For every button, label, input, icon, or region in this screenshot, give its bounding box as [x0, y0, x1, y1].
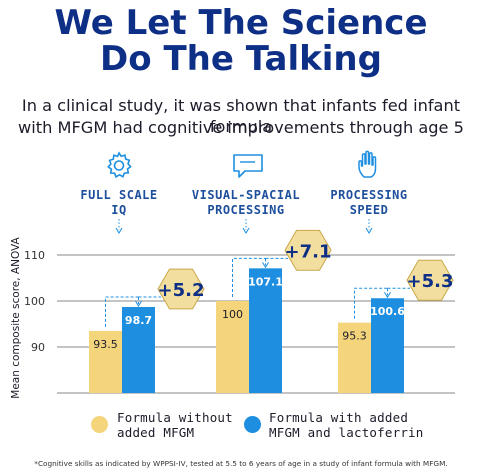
- data-label-without-mfgm: 100: [222, 308, 243, 321]
- difference-arrow: [262, 262, 269, 269]
- difference-badge: [406, 259, 454, 301]
- data-label-with-mfgm: 98.7: [125, 314, 152, 327]
- bar-without-mfgm: [338, 322, 371, 393]
- difference-bracket: [354, 287, 388, 319]
- category-arrow: [365, 227, 373, 234]
- legend-swatch-with-mfgm: [244, 416, 261, 433]
- legend-swatch-without-mfgm: [91, 416, 108, 433]
- difference-badge: [284, 229, 332, 271]
- y-axis-label: Mean composite score, ANOVA: [10, 237, 22, 399]
- data-label-without-mfgm: 93.5: [93, 338, 118, 351]
- bar-with-mfgm: [371, 298, 404, 393]
- footnote: *Cognitive skills as indicated by WPPSI-…: [34, 459, 448, 468]
- bar-without-mfgm: [216, 301, 249, 393]
- data-label-with-mfgm: 100.6: [370, 305, 405, 318]
- category-label-processing-speed: PROCESSING SPEED: [294, 188, 444, 218]
- legend-label-with-mfgm: Formula with added MFGM and lactoferrin: [269, 410, 424, 440]
- difference-badge-label: +7.1: [285, 241, 332, 262]
- category-label-line-1: PROCESSING: [330, 188, 408, 202]
- page-title-line-1: We Let The Science: [54, 3, 428, 43]
- difference-badge-label: +5.2: [158, 280, 205, 301]
- legend-label-without-mfgm: Formula without added MFGM: [117, 410, 233, 440]
- legend-line-2: MFGM and lactoferrin: [269, 425, 424, 440]
- difference-arrow: [135, 300, 142, 307]
- category-arrow: [115, 227, 123, 234]
- y-tick-label: 110: [24, 249, 45, 262]
- bar-without-mfgm: [89, 330, 122, 393]
- difference-arrow: [384, 291, 391, 299]
- y-tick-label: 100: [24, 295, 45, 308]
- data-label-without-mfgm: 95.3: [342, 330, 367, 343]
- hand-icon: [358, 150, 377, 178]
- difference-badge: [157, 268, 205, 310]
- category-arrow: [242, 227, 250, 234]
- subtitle-line-1: In a clinical study, it was shown that i…: [21, 96, 461, 136]
- category-label-visual-spacial: VISUAL-SPACIAL PROCESSING: [171, 188, 321, 218]
- category-label-line-2: PROCESSING: [207, 203, 285, 217]
- difference-bracket: [232, 257, 266, 297]
- difference-bracket: [105, 296, 139, 327]
- category-label-line-1: FULL SCALE: [80, 188, 158, 202]
- subtitle-line-2: with MFGM had cognitive improvements thr…: [18, 118, 464, 137]
- speech-bubble-icon: [233, 154, 263, 178]
- category-label-full-scale-iq: FULL SCALE IQ: [44, 188, 194, 218]
- category-label-line-2: IQ: [111, 203, 127, 217]
- bar-with-mfgm: [249, 268, 282, 393]
- legend-line-1: Formula with added: [269, 410, 409, 425]
- legend-line-2: added MFGM: [117, 425, 195, 440]
- data-label-with-mfgm: 107.1: [248, 275, 283, 288]
- y-tick-label: 90: [31, 341, 45, 354]
- bar-with-mfgm: [122, 306, 155, 393]
- difference-badge-label: +5.3: [407, 271, 454, 292]
- page-title-line-2: Do The Talking: [100, 39, 382, 79]
- gear-icon: [107, 151, 132, 178]
- category-label-line-2: SPEED: [349, 203, 389, 217]
- legend-line-1: Formula without: [117, 410, 233, 425]
- category-label-line-1: VISUAL-SPACIAL: [191, 188, 301, 202]
